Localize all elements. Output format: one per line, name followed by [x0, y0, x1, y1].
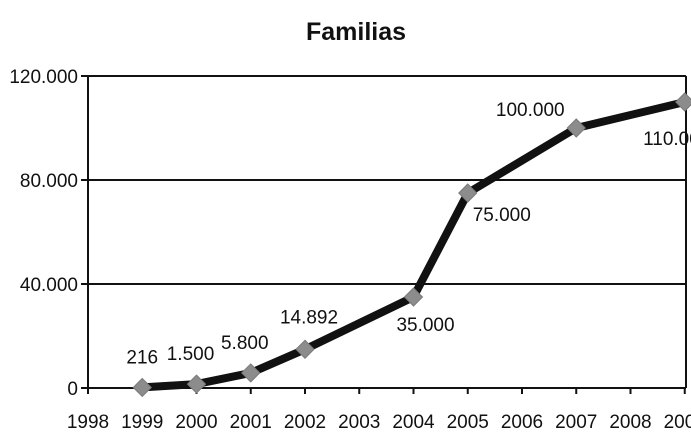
data-label: 216 [126, 347, 158, 368]
data-label: 14.892 [280, 307, 338, 328]
data-point-3 [295, 339, 315, 359]
x-tick-label: 2008 [609, 412, 651, 433]
data-label: 35.000 [396, 315, 454, 336]
data-point-7 [675, 92, 691, 112]
data-label: 100.000 [496, 100, 565, 121]
data-point-1 [186, 374, 207, 394]
data-label: 75.000 [473, 205, 531, 226]
x-tick-label: 2009 [664, 412, 691, 433]
x-tick-label: 2005 [447, 412, 489, 433]
grid-layer [88, 75, 686, 285]
data-point-2 [241, 363, 261, 383]
data-label: 1.500 [167, 344, 215, 365]
series-line [138, 98, 689, 392]
x-tick-label: 2003 [338, 412, 380, 433]
y-tick-label: 0 [67, 379, 78, 400]
data-label: 110.000 [643, 129, 691, 150]
data-point-0 [132, 377, 152, 398]
x-tick-label: 2001 [230, 412, 272, 433]
x-tick-label: 2006 [501, 412, 543, 433]
x-tick-label: 2002 [284, 412, 326, 433]
x-tick-label: 1998 [67, 412, 109, 433]
y-tick-label: 40.000 [20, 275, 78, 296]
series-layer [132, 92, 691, 398]
y-tick-label: 120.000 [9, 67, 78, 88]
data-point-4 [403, 287, 424, 307]
x-tick-label: 2004 [392, 412, 435, 433]
data-point-5 [458, 183, 478, 203]
y-tick-label: 80.000 [20, 171, 78, 192]
x-tick-label: 1999 [121, 412, 163, 433]
x-tick-label: 2000 [175, 412, 217, 433]
chart-title: Familias [306, 18, 406, 46]
x-tick-label: 2007 [555, 412, 597, 433]
data-point-6 [566, 118, 586, 138]
label-layer: 216 1.500 5.800 14.892 35.000 75.000 100.000 11… [126, 100, 691, 368]
data-label: 5.800 [221, 333, 269, 354]
